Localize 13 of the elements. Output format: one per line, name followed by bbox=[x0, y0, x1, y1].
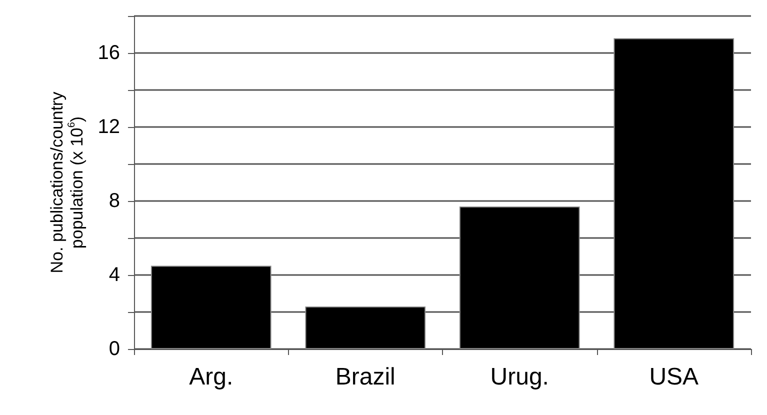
x-tick-label: Arg. bbox=[189, 364, 234, 390]
y-tick-label: 4 bbox=[108, 264, 120, 286]
x-tick-label: USA bbox=[649, 364, 699, 390]
y-tick-label: 8 bbox=[108, 190, 120, 212]
y-tick-label: 0 bbox=[108, 338, 120, 360]
bar bbox=[614, 38, 734, 349]
x-tick-label: Brazil bbox=[335, 364, 396, 390]
bar bbox=[305, 306, 426, 349]
bar bbox=[459, 206, 580, 349]
y-tick-label: 16 bbox=[98, 42, 120, 64]
bar bbox=[150, 266, 272, 349]
x-tick-label: Urug. bbox=[490, 364, 549, 390]
y-tick-label: 12 bbox=[98, 116, 120, 138]
